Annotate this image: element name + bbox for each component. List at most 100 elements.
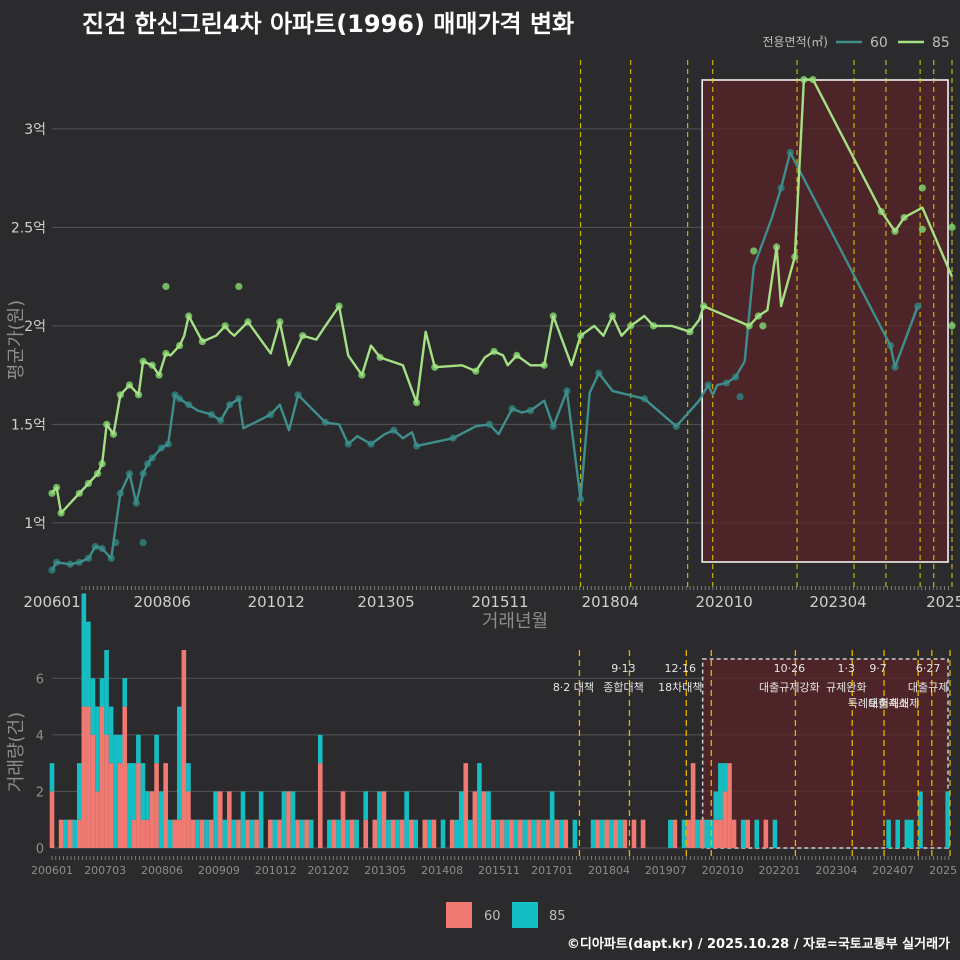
volume-bar-60 bbox=[686, 819, 691, 848]
volume-bar-60 bbox=[713, 819, 719, 848]
volume-bar-85 bbox=[486, 791, 491, 848]
volume-annotation-label: 대출규제 bbox=[908, 681, 948, 694]
volume-bar-85 bbox=[249, 819, 255, 848]
price-point-85 bbox=[162, 282, 170, 291]
price-point-85 bbox=[918, 225, 926, 233]
price-y-tick-label: 3억 bbox=[24, 122, 46, 138]
volume-bar-85 bbox=[599, 819, 605, 848]
volume-bar-85 bbox=[231, 819, 237, 848]
volume-bar-85 bbox=[495, 819, 500, 848]
volume-bar-85 bbox=[427, 819, 432, 848]
volume-bar-60 bbox=[99, 706, 105, 848]
volume-bar-85 bbox=[167, 819, 173, 848]
price-line-60 bbox=[50, 151, 919, 571]
volume-annotation-date: 10·26 bbox=[774, 662, 806, 675]
volume-bar-60 bbox=[731, 819, 737, 848]
volume-legend-swatch-60 bbox=[446, 902, 472, 928]
volume-bar-85 bbox=[272, 819, 278, 848]
volume-bar-85 bbox=[918, 791, 923, 848]
volume-bar-85 bbox=[49, 763, 55, 792]
price-y-axis-title: 평균가(원) bbox=[6, 300, 27, 380]
volume-bar-85 bbox=[718, 763, 723, 820]
volume-x-tick-label: 201408 bbox=[421, 864, 463, 877]
volume-bar-60 bbox=[390, 819, 396, 848]
volume-bar-85 bbox=[590, 819, 596, 848]
volume-bar-60 bbox=[149, 791, 155, 848]
volume-bar-60 bbox=[295, 819, 300, 848]
volume-bar-85 bbox=[299, 819, 305, 848]
volume-bar-60 bbox=[199, 819, 205, 848]
volume-bar-85 bbox=[95, 706, 100, 792]
volume-bar-60 bbox=[163, 763, 168, 848]
volume-bar-85 bbox=[177, 706, 182, 820]
volume-bar-85 bbox=[204, 819, 209, 848]
volume-bar-85 bbox=[668, 819, 673, 848]
volume-bar-85 bbox=[386, 819, 391, 848]
volume-bar-85 bbox=[681, 819, 687, 848]
volume-bar-60 bbox=[640, 819, 646, 848]
volume-x-tick-label: 201012 bbox=[255, 864, 297, 877]
volume-bar-85 bbox=[704, 819, 710, 848]
volume-y-tick-label: 4 bbox=[36, 729, 44, 744]
volume-bar-60 bbox=[81, 706, 87, 848]
price-point-85 bbox=[918, 184, 926, 192]
volume-bar-60 bbox=[745, 819, 750, 848]
volume-x-tick-label: 201202 bbox=[307, 864, 349, 877]
volume-bar-60 bbox=[317, 763, 323, 848]
price-x-tick-label: 201511 bbox=[471, 593, 528, 611]
volume-bar-60 bbox=[140, 819, 146, 848]
volume-bar-60 bbox=[508, 819, 514, 848]
volume-bar-60 bbox=[172, 819, 178, 848]
volume-bar-85 bbox=[213, 791, 218, 848]
volume-annotation-label: 토허제해제 bbox=[869, 696, 920, 710]
price-x-axis-title: 거래년월 bbox=[482, 611, 548, 632]
volume-bar-60 bbox=[145, 819, 150, 848]
volume-bar-60 bbox=[104, 734, 109, 848]
volume-bar-60 bbox=[490, 819, 496, 848]
volume-bar-60 bbox=[76, 819, 82, 848]
volume-bar-85 bbox=[909, 819, 914, 848]
volume-bar-60 bbox=[131, 819, 137, 848]
volume-bar-85 bbox=[136, 734, 141, 764]
volume-bar-60 bbox=[463, 763, 469, 848]
volume-bar-85 bbox=[327, 819, 332, 848]
volume-bar-85 bbox=[572, 819, 578, 848]
volume-bar-85 bbox=[886, 819, 891, 848]
volume-x-tick-label: 202304 bbox=[815, 864, 857, 877]
volume-bar-60 bbox=[613, 819, 619, 848]
volume-bar-60 bbox=[58, 819, 64, 848]
volume-y-tick-label: 0 bbox=[36, 842, 44, 857]
volume-legend-label-85: 85 bbox=[549, 909, 566, 924]
price-point-85 bbox=[750, 247, 758, 255]
volume-bar-60 bbox=[499, 819, 505, 848]
volume-bar-60 bbox=[422, 819, 428, 848]
volume-bar-60 bbox=[554, 819, 559, 848]
volume-bar-85 bbox=[513, 819, 519, 848]
volume-bar-85 bbox=[145, 791, 150, 820]
volume-bar-85 bbox=[904, 819, 910, 848]
volume-bar-85 bbox=[754, 819, 760, 848]
volume-legend-label-60: 60 bbox=[484, 909, 501, 924]
volume-annotation-label: 18차대책 bbox=[658, 681, 702, 694]
volume-bar-60 bbox=[690, 763, 696, 848]
volume-annotation-date: 12·16 bbox=[665, 662, 697, 675]
volume-x-tick-label: 202010 bbox=[702, 864, 744, 877]
volume-bar-85 bbox=[308, 819, 314, 848]
volume-bar-85 bbox=[404, 791, 409, 848]
price-legend-label-60: 60 bbox=[870, 35, 888, 51]
volume-bar-85 bbox=[531, 819, 537, 848]
volume-bar-60 bbox=[217, 791, 223, 848]
price-point-85 bbox=[759, 322, 767, 330]
volume-bar-85 bbox=[158, 791, 164, 848]
volume-bar-85 bbox=[195, 819, 200, 848]
volume-legend-swatch-85 bbox=[512, 902, 538, 928]
volume-x-tick-label: 200601 bbox=[31, 864, 73, 877]
volume-x-tick-label: 202201 bbox=[758, 864, 800, 877]
volume-y-tick-label: 6 bbox=[36, 672, 44, 687]
volume-bar-85 bbox=[186, 763, 191, 792]
volume-annotation-label: 특례대출축소 bbox=[848, 697, 909, 710]
volume-bar-60 bbox=[108, 763, 114, 848]
volume-bar-60 bbox=[372, 819, 378, 848]
price-x-tick-label: 200806 bbox=[134, 593, 191, 611]
volume-bar-60 bbox=[67, 819, 73, 848]
